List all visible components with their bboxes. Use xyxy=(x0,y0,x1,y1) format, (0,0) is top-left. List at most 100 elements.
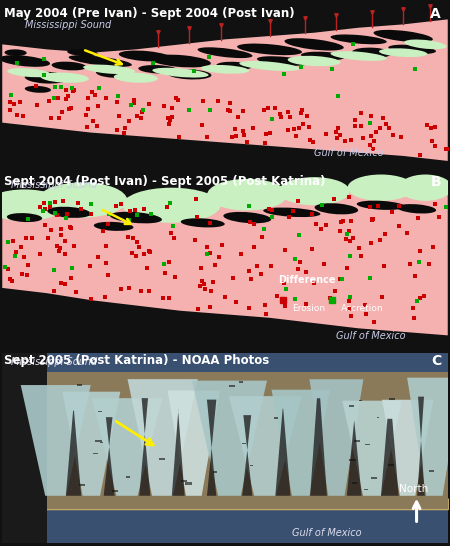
Bar xyxy=(364,489,368,490)
Ellipse shape xyxy=(7,68,51,77)
Ellipse shape xyxy=(94,222,134,231)
Bar xyxy=(77,384,82,386)
Bar xyxy=(2,353,47,543)
Polygon shape xyxy=(310,379,363,496)
Ellipse shape xyxy=(374,30,433,42)
Polygon shape xyxy=(407,378,450,496)
Polygon shape xyxy=(310,398,327,496)
Text: Mississippi Sound: Mississippi Sound xyxy=(11,180,97,189)
Ellipse shape xyxy=(0,189,65,221)
Ellipse shape xyxy=(96,68,131,78)
Ellipse shape xyxy=(40,73,89,83)
Ellipse shape xyxy=(7,213,42,222)
Bar xyxy=(2,353,448,372)
Ellipse shape xyxy=(83,64,135,74)
Text: Accretion: Accretion xyxy=(341,304,383,313)
Polygon shape xyxy=(271,390,330,496)
Ellipse shape xyxy=(404,39,447,49)
Ellipse shape xyxy=(167,69,212,80)
Ellipse shape xyxy=(288,56,341,66)
Ellipse shape xyxy=(25,86,51,93)
Ellipse shape xyxy=(122,188,220,223)
Ellipse shape xyxy=(207,179,288,211)
Ellipse shape xyxy=(138,65,178,74)
Text: C: C xyxy=(431,354,441,368)
Ellipse shape xyxy=(315,203,358,215)
Text: Sept 2005 (Post Katrina) - NOAA Photos: Sept 2005 (Post Katrina) - NOAA Photos xyxy=(4,354,270,367)
Ellipse shape xyxy=(181,218,225,228)
Polygon shape xyxy=(207,400,216,496)
Polygon shape xyxy=(382,400,433,496)
Ellipse shape xyxy=(237,44,302,55)
Bar xyxy=(242,443,246,444)
Bar xyxy=(229,385,235,387)
Polygon shape xyxy=(2,20,448,161)
Ellipse shape xyxy=(110,212,162,223)
Bar xyxy=(384,446,387,447)
Ellipse shape xyxy=(379,48,428,57)
Ellipse shape xyxy=(47,207,91,218)
Ellipse shape xyxy=(331,51,387,61)
Bar xyxy=(79,484,85,486)
Text: North: North xyxy=(399,484,428,494)
Text: Erosion: Erosion xyxy=(292,304,325,313)
Text: Gulf of Mexico: Gulf of Mexico xyxy=(314,148,384,158)
Bar xyxy=(112,490,117,491)
Ellipse shape xyxy=(114,73,158,83)
Text: Sept 2004 (Post Ivan) - Sept 2005 (Post Katrina): Sept 2004 (Post Ivan) - Sept 2005 (Post … xyxy=(4,175,326,188)
Ellipse shape xyxy=(223,212,271,223)
Text: Gulf of Mexico: Gulf of Mexico xyxy=(337,331,406,341)
Text: Gulf of Mexico: Gulf of Mexico xyxy=(292,527,361,538)
Polygon shape xyxy=(229,396,302,496)
Ellipse shape xyxy=(0,55,50,67)
Ellipse shape xyxy=(257,56,309,66)
Polygon shape xyxy=(92,398,162,496)
Bar xyxy=(429,471,434,472)
Ellipse shape xyxy=(4,49,27,56)
Bar xyxy=(95,440,102,442)
Polygon shape xyxy=(167,390,220,496)
Bar xyxy=(349,405,354,407)
Bar xyxy=(389,397,395,400)
Polygon shape xyxy=(172,410,184,496)
Ellipse shape xyxy=(67,49,98,56)
Ellipse shape xyxy=(216,62,252,70)
Ellipse shape xyxy=(150,55,211,67)
Ellipse shape xyxy=(279,177,350,205)
Bar xyxy=(354,440,360,442)
Polygon shape xyxy=(66,411,81,496)
Ellipse shape xyxy=(331,34,387,44)
Bar xyxy=(365,443,370,446)
Ellipse shape xyxy=(52,62,86,70)
Ellipse shape xyxy=(284,38,344,51)
Polygon shape xyxy=(21,385,91,496)
Ellipse shape xyxy=(357,200,405,210)
Bar xyxy=(93,453,98,454)
Ellipse shape xyxy=(198,48,252,58)
Bar xyxy=(274,417,279,419)
Bar xyxy=(100,442,103,443)
Ellipse shape xyxy=(352,48,392,58)
Ellipse shape xyxy=(347,175,414,201)
Bar xyxy=(47,372,448,509)
Bar xyxy=(349,459,356,461)
Polygon shape xyxy=(242,415,252,496)
Polygon shape xyxy=(275,409,291,496)
Bar xyxy=(352,482,357,484)
Ellipse shape xyxy=(38,182,127,218)
Ellipse shape xyxy=(263,207,320,217)
Text: Difference: Difference xyxy=(279,275,336,284)
Ellipse shape xyxy=(397,204,436,213)
Ellipse shape xyxy=(388,45,436,54)
Ellipse shape xyxy=(201,65,249,74)
Polygon shape xyxy=(381,419,399,496)
Bar xyxy=(213,471,217,472)
Ellipse shape xyxy=(239,61,300,71)
Polygon shape xyxy=(342,401,402,496)
Bar xyxy=(159,458,165,460)
Bar xyxy=(181,480,187,482)
Bar xyxy=(388,464,394,466)
Ellipse shape xyxy=(399,175,450,201)
Ellipse shape xyxy=(25,72,69,84)
Bar xyxy=(360,400,362,401)
